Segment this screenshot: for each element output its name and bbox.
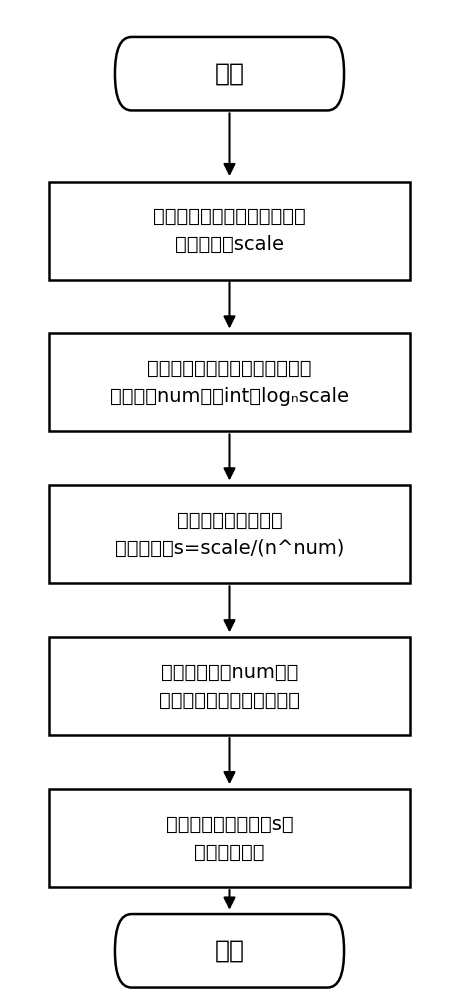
Text: 获取潮流图在当前显示设备的
缩放比例值scale: 获取潮流图在当前显示设备的 缩放比例值scale [153,207,306,254]
FancyBboxPatch shape [49,333,410,431]
Text: 开始: 开始 [214,62,245,86]
FancyBboxPatch shape [49,182,410,279]
Text: 计算地理背景图片的
缩放比例值s=scale/(n^num): 计算地理背景图片的 缩放比例值s=scale/(n^num) [115,511,344,558]
FancyBboxPatch shape [115,37,344,110]
FancyBboxPatch shape [49,637,410,735]
FancyBboxPatch shape [49,789,410,887]
Text: 根据背景编号num获取
指定精细度的地理背景图片: 根据背景编号num获取 指定精细度的地理背景图片 [159,663,300,710]
Text: 将地理背景图片放大s倍
显示在画面中: 将地理背景图片放大s倍 显示在画面中 [166,815,293,862]
Text: 结束: 结束 [214,939,245,963]
FancyBboxPatch shape [49,485,410,583]
Text: 计算其应获取的地理背景图片的
背景编号num＝（int）logₙscale: 计算其应获取的地理背景图片的 背景编号num＝（int）logₙscale [110,359,349,406]
FancyBboxPatch shape [115,914,344,988]
